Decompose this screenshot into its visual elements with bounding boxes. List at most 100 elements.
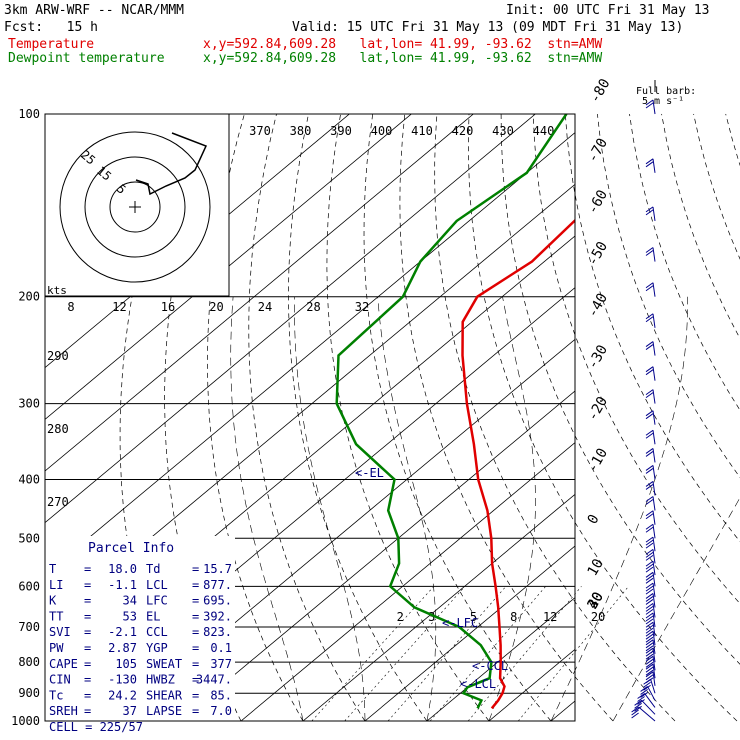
wind-barb-staff [652, 612, 656, 628]
parcel-equals: = [84, 704, 91, 718]
dry-adiabat-line [532, 113, 740, 605]
wind-barb-flag [640, 689, 648, 695]
parcel-key: Tc [49, 688, 63, 702]
parcel-equals: = [84, 673, 91, 687]
wind-barb-flag [645, 677, 654, 684]
wind-barb-flag [645, 341, 654, 347]
wind-barb-flag [640, 692, 648, 698]
wind-barb [645, 465, 656, 480]
wind-barb-flag [645, 566, 654, 573]
wind-barb-flag [631, 709, 639, 716]
wind-barb-flag [645, 674, 654, 681]
parcel-key: CIN [49, 673, 71, 687]
hodograph-speed-label: 28 [306, 300, 320, 314]
wind-barb-flag [645, 523, 654, 530]
wind-barb-staff [641, 699, 656, 715]
plot-frame [44, 113, 576, 722]
wind-barb-flag [645, 618, 654, 625]
wind-barb-flag [645, 481, 654, 487]
wind-barb-flag [643, 681, 651, 688]
wind-barb-flag [645, 366, 654, 373]
wind-barb [645, 99, 656, 115]
isotherm-line [613, 114, 740, 721]
wind-barb-flag [645, 647, 654, 654]
wind-barb-staff [650, 679, 656, 694]
wind-barb-flag [637, 699, 645, 705]
wind-barb-flag [645, 563, 654, 570]
parcel-equals: = [84, 625, 91, 639]
hodograph-speed-label: 8 [67, 300, 74, 314]
parcel-value: 7.0 [210, 704, 232, 718]
temperature-point-info: x,y=592.84,609.28 lat,lon= 41.99, -93.62… [203, 37, 603, 52]
wind-barb-flag [645, 158, 654, 165]
pressure-tick-label: 400 [18, 472, 40, 486]
wind-barb-flag [645, 536, 654, 543]
isotherm-line [116, 338, 575, 721]
parcel-equals: = [192, 673, 199, 687]
wind-barb-staff [652, 247, 656, 262]
wind-barb-staff [652, 671, 656, 686]
parcel-value: -130 [108, 673, 137, 687]
wind-barb-flag [640, 686, 648, 692]
hodograph-ring [109, 181, 161, 233]
valid-time: Valid: 15 UTC Fri 31 May 13 (09 MDT Fri … [292, 20, 684, 35]
theta-e-label: 430 [492, 124, 514, 138]
wind-barb-flag [645, 639, 654, 646]
parcel-value: 2.87 [108, 641, 137, 655]
parcel-value: 377 [210, 657, 232, 671]
mixing-ratio-line [467, 586, 582, 722]
parcel-key: TT [49, 609, 63, 623]
mixing-ratio-line [311, 586, 435, 722]
parcel-equals: = [192, 641, 199, 655]
wind-barb [645, 593, 656, 608]
wind-barb [645, 313, 656, 328]
hodograph-direction-label: 270 [47, 495, 69, 509]
wind-key-units: 5 m s⁻¹ [642, 96, 684, 107]
isotherm-label: -60 [585, 187, 612, 217]
hodograph-frame [44, 113, 230, 297]
wind-barb-flag [645, 161, 654, 168]
parcel-value: 85. [210, 688, 232, 702]
parcel-key: K [49, 594, 57, 608]
parcel-key: Td [146, 562, 160, 576]
pressure-tick-label: 300 [18, 397, 40, 411]
parcel-key: T [49, 562, 56, 576]
wind-barb [645, 410, 656, 425]
mixing-ratio-line [518, 586, 629, 722]
isotherm-label: -20 [585, 394, 612, 424]
wind-barb-flag [645, 344, 654, 350]
parcel-key: HWBZ [146, 673, 175, 687]
parcel-value: 34 [123, 594, 137, 608]
wind-barb [645, 639, 656, 654]
dry-adiabat-line [725, 113, 740, 167]
wind-barb-flag [645, 582, 654, 589]
wind-barb-flag [645, 661, 654, 668]
hodograph-speed-label: 32 [355, 300, 369, 314]
wind-barb [645, 247, 656, 262]
parcel-key: CAPE [49, 657, 78, 671]
mixing-ratio-label: 8 [510, 610, 517, 624]
moist-adiabat-line [294, 296, 366, 721]
forecast-hour: Fcst: 15 h [4, 20, 98, 35]
parcel-key: LCL [146, 578, 168, 592]
parcel-value: 823. [203, 625, 232, 639]
temperature-profile-line [461, 218, 575, 710]
isotherm-line [364, 545, 575, 721]
wind-barb [645, 448, 656, 463]
moist-adiabat-line [612, 497, 740, 722]
wind-barb-staff [652, 583, 656, 598]
wind-barb-flag [634, 699, 642, 706]
moist-adiabat-line [230, 296, 304, 722]
el-marker-label: <-EL [355, 466, 384, 480]
parcel-equals: = [84, 578, 91, 592]
parcel-equals: = [84, 641, 91, 655]
parcel-key: LI [49, 578, 63, 592]
isotherm-label: -30 [585, 342, 612, 372]
parcel-cell-value: CELL = 225/57 [49, 720, 143, 734]
wind-barb-flag [631, 706, 639, 713]
wind-barb-flag [645, 432, 654, 439]
mixing-ratio-line [344, 586, 466, 722]
parcel-key: SVI [49, 625, 71, 639]
hodograph-unit-label: kts [47, 284, 67, 297]
wind-barb-flag [645, 209, 654, 216]
